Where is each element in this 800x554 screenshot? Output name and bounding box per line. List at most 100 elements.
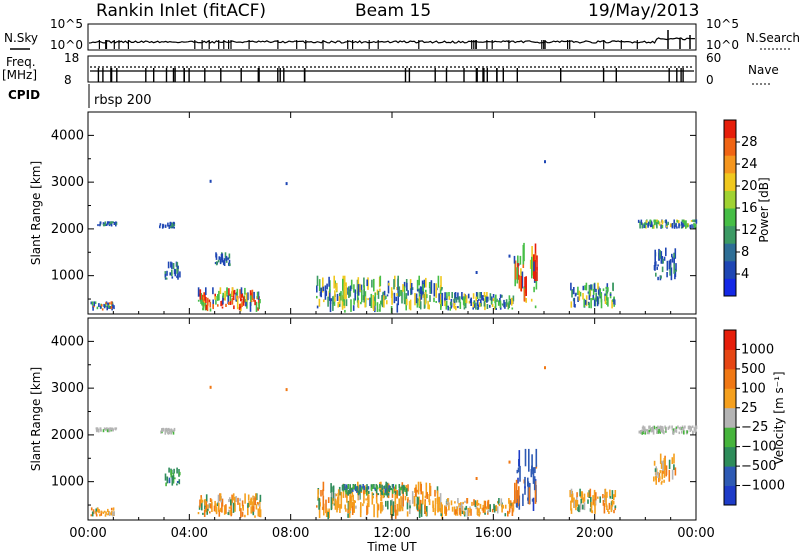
colorbar-tick-label: −100 xyxy=(741,440,777,455)
scatter-cell xyxy=(656,266,658,270)
scatter-cell xyxy=(259,509,262,518)
scatter-cell xyxy=(588,302,590,309)
scatter-cell xyxy=(495,505,498,511)
scatter-cell xyxy=(590,298,592,309)
scatter-cell xyxy=(463,307,466,310)
scatter-cell xyxy=(411,491,414,504)
scatter-cell xyxy=(350,299,352,312)
scatter-cell xyxy=(426,492,428,499)
scatter-cell xyxy=(107,513,109,516)
scatter-cell xyxy=(660,224,662,229)
scatter-cell xyxy=(508,304,510,308)
scatter-cell xyxy=(593,299,596,307)
scatter-cell xyxy=(250,295,252,306)
power-panel-frame xyxy=(87,111,697,315)
scatter-cell xyxy=(332,486,335,501)
scatter-cell xyxy=(668,425,671,429)
scatter-cell xyxy=(166,428,169,433)
scatter-cell xyxy=(473,499,475,506)
scatter-cell xyxy=(171,222,173,227)
scatter-cell xyxy=(336,293,339,301)
scatter-cell xyxy=(610,505,613,513)
scatter-cell xyxy=(487,504,490,510)
scatter-cell xyxy=(485,296,487,302)
scatter-cell xyxy=(349,488,351,503)
scatter-cell xyxy=(530,298,533,302)
scatter-cell xyxy=(101,308,104,311)
scatter-cell xyxy=(655,426,658,430)
colorbar-segment xyxy=(724,225,736,244)
scatter-cell xyxy=(474,500,477,507)
scatter-cell xyxy=(237,497,239,505)
scatter-cell xyxy=(357,490,360,496)
scatter-cell xyxy=(425,277,427,288)
scatter-cell xyxy=(583,502,586,511)
scatter-cell xyxy=(614,490,617,498)
scatter-cell xyxy=(111,221,113,224)
colorbar-segment xyxy=(724,466,736,486)
scatter-cell xyxy=(654,249,656,262)
scatter-cell xyxy=(215,503,217,512)
power-colorbar-label: Power [dB] xyxy=(757,177,771,242)
scatter-cell xyxy=(250,506,252,514)
scatter-cell xyxy=(354,289,356,301)
scatter-cell xyxy=(403,281,406,288)
scatter-cell xyxy=(167,429,170,432)
scatter-cell xyxy=(671,225,674,229)
scatter-cell xyxy=(316,505,318,508)
scatter-cell xyxy=(114,428,117,431)
scatter-cell xyxy=(521,271,524,289)
scatter-cell xyxy=(96,306,99,310)
scatter-cell xyxy=(239,306,242,309)
scatter-cell xyxy=(238,306,241,311)
scatter-cell xyxy=(100,510,103,516)
scatter-cell xyxy=(573,287,575,294)
scatter-cell xyxy=(159,225,161,229)
scatter-cell xyxy=(448,296,451,300)
scatter-cell xyxy=(164,273,167,278)
scatter-cell xyxy=(469,508,471,513)
scatter-cell xyxy=(347,513,349,518)
scatter-cell xyxy=(228,253,231,259)
scatter-cell xyxy=(638,430,641,434)
scatter-cell xyxy=(527,477,529,487)
scatter-cell xyxy=(381,296,384,308)
scatter-cell xyxy=(106,429,109,433)
scatter-cell xyxy=(478,508,480,513)
scatter-cell xyxy=(428,282,431,289)
colorbar-segment xyxy=(724,190,736,209)
scatter-cell xyxy=(673,252,675,264)
scatter-cell xyxy=(691,224,693,227)
scatter-cell xyxy=(249,290,252,299)
scatter-cell xyxy=(161,225,164,229)
scatter-cell xyxy=(110,224,113,227)
scatter-cell xyxy=(522,244,525,265)
scatter-cell xyxy=(347,287,349,293)
scatter-cell xyxy=(653,221,656,226)
scatter-cell xyxy=(319,502,321,507)
scatter-cell xyxy=(169,222,171,227)
scatter-cell xyxy=(109,511,111,516)
scatter-cell xyxy=(256,493,258,500)
y-tick-label: 2000 xyxy=(51,222,84,237)
scatter-cell xyxy=(232,502,235,513)
scatter-cell xyxy=(106,306,108,311)
scatter-cell xyxy=(588,292,591,300)
scatter-cell xyxy=(649,425,651,429)
scatter-cell xyxy=(642,430,645,435)
scatter-cell xyxy=(606,491,608,498)
scatter-cell xyxy=(110,512,112,515)
time-axis: 00:00 04:00 08:00 12:00 16:00 20:00 00:00 xyxy=(69,526,714,541)
scatter-cell xyxy=(662,469,664,474)
scatter-cell xyxy=(439,293,441,305)
scatter-cell xyxy=(258,296,260,307)
scatter-cell xyxy=(571,494,573,503)
scatter-cell xyxy=(652,425,654,430)
scatter-cell xyxy=(658,248,660,261)
scatter-cell xyxy=(441,292,444,306)
scatter-cell xyxy=(174,269,177,277)
scatter-cell xyxy=(230,503,232,509)
scatter-cell xyxy=(418,509,421,518)
scatter-cell xyxy=(343,275,346,287)
scatter-cell xyxy=(256,502,259,505)
